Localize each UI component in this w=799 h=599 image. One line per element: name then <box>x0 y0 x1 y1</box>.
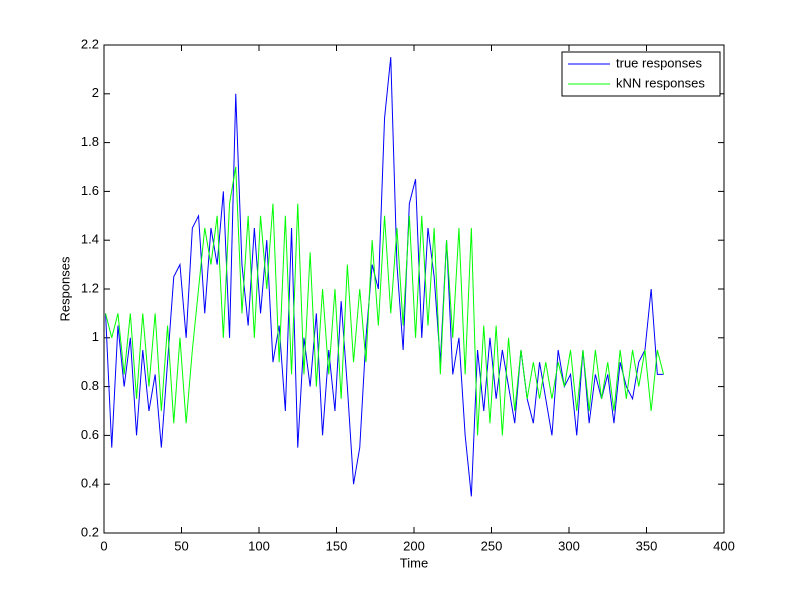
y-tick-label: 0.6 <box>81 427 99 442</box>
y-tick-label: 1.2 <box>81 280 99 295</box>
y-tick-label: 0.4 <box>81 476 99 491</box>
legend-label: true responses <box>616 55 702 70</box>
x-tick-label: 0 <box>100 538 107 553</box>
y-tick-label: 2 <box>92 85 99 100</box>
x-tick-label: 150 <box>326 538 348 553</box>
y-tick-label: 0.8 <box>81 378 99 393</box>
x-axis-label: Time <box>400 555 428 570</box>
x-tick-label: 300 <box>558 538 580 553</box>
y-axis-label: Responses <box>57 256 72 322</box>
x-tick-label: 100 <box>248 538 270 553</box>
y-tick-label: 1 <box>92 329 99 344</box>
data-line <box>105 166 665 436</box>
x-tick-label: 50 <box>174 538 188 553</box>
x-tick-label: 250 <box>481 538 503 553</box>
y-tick-label: 1.6 <box>81 183 99 198</box>
data-line <box>105 57 664 497</box>
legend-label: kNN responses <box>616 75 705 90</box>
x-tick-label: 200 <box>403 538 425 553</box>
axes-box <box>103 44 725 534</box>
x-tick-label: 350 <box>636 538 658 553</box>
y-tick-label: 1.4 <box>81 232 99 247</box>
y-tick-label: 2.2 <box>81 36 99 51</box>
legend-box <box>561 51 721 97</box>
plot-area <box>104 45 724 533</box>
y-tick-label: 0.2 <box>81 524 99 539</box>
x-tick-label: 400 <box>713 538 735 553</box>
y-tick-label: 1.8 <box>81 134 99 149</box>
